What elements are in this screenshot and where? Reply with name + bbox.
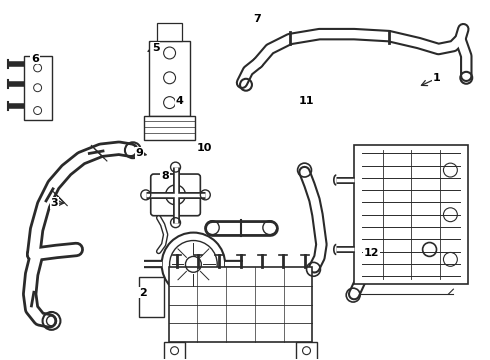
Text: 9: 9: [136, 148, 144, 158]
Bar: [24, 56, 51, 121]
Text: 10: 10: [197, 143, 212, 153]
FancyBboxPatch shape: [144, 116, 196, 140]
Text: 11: 11: [299, 96, 315, 107]
FancyBboxPatch shape: [295, 342, 318, 360]
Bar: [157, 23, 182, 41]
Text: 2: 2: [139, 288, 147, 297]
FancyBboxPatch shape: [151, 174, 200, 216]
Bar: [149, 41, 191, 116]
Text: 3: 3: [50, 198, 58, 208]
Text: 7: 7: [253, 14, 261, 24]
Text: 6: 6: [31, 54, 39, 64]
Text: 12: 12: [364, 248, 379, 258]
Text: 5: 5: [152, 43, 159, 53]
Bar: [354, 145, 468, 284]
FancyBboxPatch shape: [164, 342, 185, 360]
FancyBboxPatch shape: [139, 277, 164, 317]
Text: 1: 1: [433, 73, 441, 83]
Bar: [169, 267, 313, 342]
Text: 4: 4: [175, 96, 183, 107]
Text: 8: 8: [161, 171, 169, 181]
